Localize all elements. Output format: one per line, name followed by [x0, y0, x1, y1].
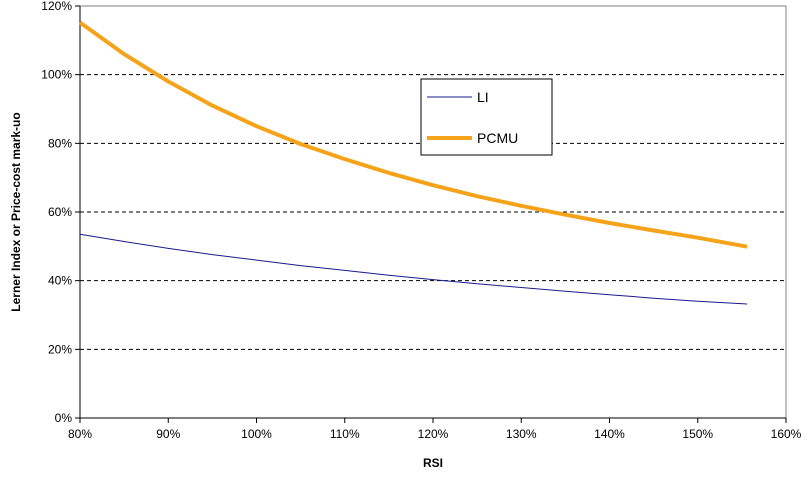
- series-line-li: [79, 233, 748, 305]
- x-tick-label: 140%: [594, 427, 625, 441]
- y-tick-label: 60%: [48, 205, 72, 219]
- x-tick-label: 90%: [156, 427, 180, 441]
- legend-label-li: LI: [477, 89, 489, 105]
- y-tick-label: 20%: [48, 342, 72, 356]
- x-tick-label: 160%: [771, 427, 802, 441]
- x-tick-label: 130%: [506, 427, 537, 441]
- y-tick-label: 100%: [41, 68, 72, 82]
- series-line-pcmu: [78, 20, 748, 249]
- y-tick-label: 40%: [48, 274, 72, 288]
- y-tick-label: 0%: [55, 411, 73, 425]
- legend: LI PCMU: [420, 78, 553, 156]
- y-tick-label: 120%: [41, 0, 72, 13]
- y-tick-label: 80%: [48, 136, 72, 150]
- x-tick-label: 120%: [418, 427, 449, 441]
- x-tick-label: 150%: [682, 427, 713, 441]
- x-tick-label: 110%: [330, 427, 360, 441]
- x-axis-title: RSI: [423, 456, 443, 470]
- y-axis-title: Lerner Index or Price-cost mark-uo: [9, 112, 23, 311]
- axis-ticks: 0% 20% 40% 60% 80% 100% 120% 80% 90% 100% 110% 120%…: [41, 0, 801, 441]
- x-tick-label: 80%: [68, 427, 92, 441]
- x-tick-label: 100%: [241, 427, 272, 441]
- legend-label-pcmu: PCMU: [477, 130, 518, 146]
- legend-box: [420, 78, 553, 156]
- series-lines: [78, 20, 748, 305]
